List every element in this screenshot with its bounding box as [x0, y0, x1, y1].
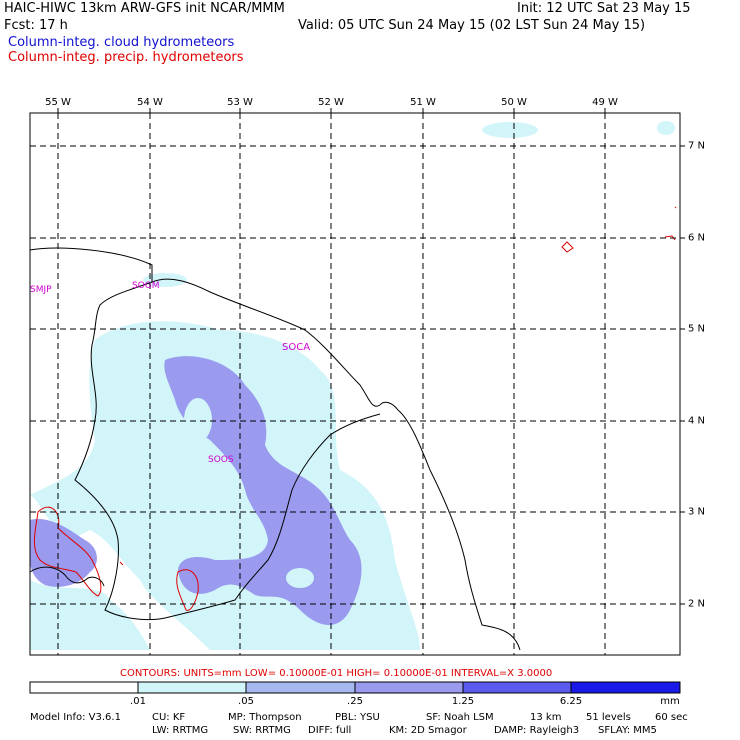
model-info-item: SFLAY: MM5	[598, 725, 657, 736]
lon-label: 55 W	[45, 97, 71, 108]
tick-marks	[57, 108, 685, 605]
lat-label: 4 N	[688, 415, 706, 427]
lon-label: 51 W	[410, 97, 436, 108]
lat-label: 5 N	[688, 323, 706, 335]
lat-label: 7 N	[688, 140, 706, 152]
station-label: SOGM	[132, 281, 160, 291]
model-info-item: SF: Noah LSM	[426, 712, 494, 723]
lat-label: 2 N	[688, 598, 706, 610]
model-info-item: Model Info: V3.6.1	[30, 712, 121, 723]
color-scale-bar	[29, 681, 681, 694]
map-frame	[29, 112, 681, 656]
scale-tick-label: 6.25	[559, 696, 583, 707]
scale-tick-label: .05	[238, 696, 254, 707]
model-info-item: 13 km	[530, 712, 562, 723]
model-info-item: 51 levels	[586, 712, 631, 723]
model-info-item: LW: RRTMG	[152, 725, 209, 736]
model-info-item: PBL: YSU	[335, 712, 380, 723]
model-info-item: DAMP: Rayleigh3	[494, 725, 580, 736]
scale-tick-label: 1.25	[451, 696, 475, 707]
station-label: SOOS	[208, 455, 234, 465]
model-info-item: MP: Thompson	[228, 712, 302, 723]
grid-lines	[30, 113, 680, 655]
contour-info: CONTOURS: UNITS=mm LOW= 0.10000E-01 HIGH…	[120, 668, 553, 679]
station-label: SOCA	[282, 342, 310, 353]
forecast-hour: Fcst: 17 h	[4, 18, 68, 33]
scale-tick-label: .25	[347, 696, 363, 707]
lon-label: 52 W	[318, 97, 344, 108]
lon-label: 49 W	[592, 97, 618, 108]
lon-label: 54 W	[137, 97, 163, 108]
station-label: SMJP	[30, 285, 52, 295]
model-info-item: KM: 2D Smagor	[389, 725, 467, 736]
lon-label: 50 W	[501, 97, 527, 108]
lat-label: 6 N	[688, 232, 706, 244]
model-info-item: DIFF: full	[308, 725, 352, 736]
valid-time: Valid: 05 UTC Sun 24 May 15 (02 LST Sun …	[298, 18, 646, 33]
field-label-precip: Column-integ. precip. hydrometeors	[8, 50, 244, 65]
model-info-item: 60 sec	[655, 712, 688, 723]
model-info-item: SW: RRTMG	[233, 725, 291, 736]
init-time: Init: 12 UTC Sat 23 May 15	[517, 1, 691, 16]
scale-units: mm	[660, 696, 680, 707]
model-info-item: CU: KF	[152, 712, 186, 723]
coastline-and-borders	[29, 247, 521, 651]
lon-label: 53 W	[227, 97, 253, 108]
cloud-fill-medium	[30, 356, 362, 625]
cloud-fill-holes	[184, 398, 314, 588]
scale-tick-label: .01	[130, 696, 146, 707]
lat-label: 3 N	[688, 506, 706, 518]
plot-title: HAIC-HIWC 13km ARW-GFS init NCAR/MMM	[4, 1, 285, 16]
field-label-cloud: Column-integ. cloud hydrometeors	[8, 35, 235, 50]
